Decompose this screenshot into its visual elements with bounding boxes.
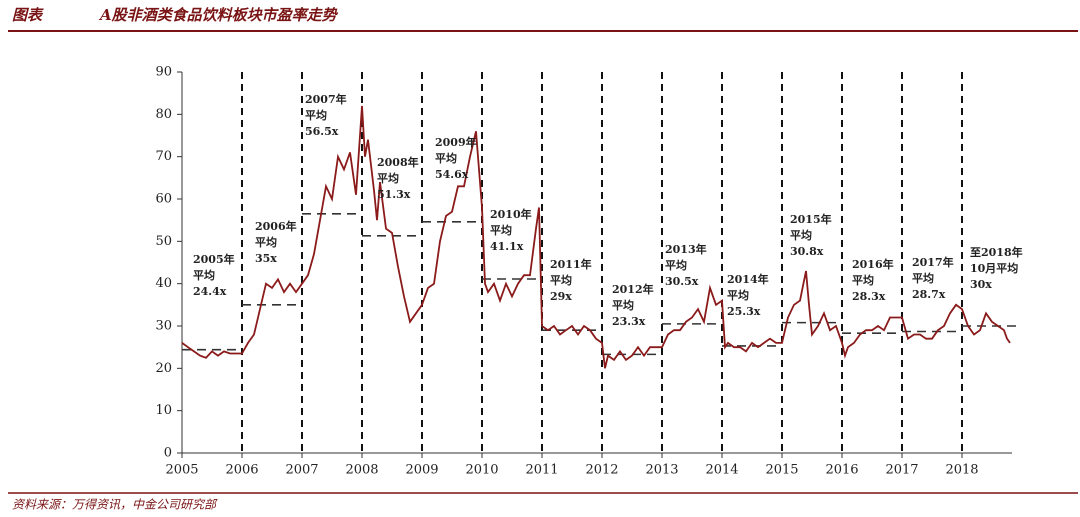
x-tick-label: 2018: [945, 463, 978, 478]
average-label: 平均: [490, 223, 512, 237]
average-label: 2012年: [612, 282, 654, 296]
x-tick-label: 2007: [285, 463, 318, 478]
average-label: 2015年: [790, 212, 832, 226]
average-label: 平均: [550, 273, 572, 287]
average-value: 29x: [550, 290, 572, 303]
average-label: 2010年: [490, 207, 532, 221]
average-value: 41.1x: [490, 240, 524, 253]
y-tick-label: 80: [155, 107, 172, 122]
x-tick-label: 2011: [525, 463, 558, 478]
average-label: 平均: [193, 268, 215, 282]
average-label: 2009年: [435, 135, 477, 149]
average-label: 至2018年: [970, 245, 1023, 259]
average-label: 平均: [435, 151, 457, 165]
average-label: 2017年: [912, 255, 954, 269]
y-tick-label: 60: [155, 192, 172, 207]
average-label: 平均: [852, 273, 874, 287]
average-label: 2006年: [255, 219, 297, 233]
pe-line: [181, 105, 1011, 369]
chart-title: A股非酒类食品饮料板块市盈率走势: [98, 6, 339, 24]
average-label: 平均: [305, 108, 327, 122]
y-tick-label: 30: [155, 319, 172, 334]
average-label: 平均: [727, 288, 749, 302]
y-tick-label: 0: [164, 446, 172, 461]
average-value: 30.8x: [790, 245, 824, 258]
x-tick-label: 2008: [345, 463, 378, 478]
average-label: 2005年: [193, 252, 235, 266]
average-value: 54.6x: [435, 168, 469, 181]
average-label: 2014年: [727, 272, 769, 286]
average-value: 28.3x: [852, 290, 886, 303]
x-tick-label: 2012: [585, 463, 618, 478]
average-label: 2011年: [550, 257, 592, 271]
average-label: 平均: [377, 171, 399, 185]
x-tick-label: 2014: [705, 463, 738, 478]
y-tick-label: 50: [155, 234, 172, 249]
header-label: 图表: [12, 6, 44, 24]
x-tick-label: 2017: [885, 463, 918, 478]
average-value: 30x: [970, 278, 992, 291]
x-tick-label: 2015: [765, 463, 798, 478]
x-tick-label: 2016: [825, 463, 858, 478]
average-value: 51.3x: [377, 188, 411, 201]
x-tick-label: 2013: [645, 463, 678, 478]
x-tick-label: 2006: [225, 463, 258, 478]
average-label: 2013年: [665, 242, 707, 256]
x-tick-label: 2009: [405, 463, 438, 478]
average-value: 25.3x: [727, 305, 761, 318]
y-tick-label: 20: [155, 361, 172, 376]
average-label: 平均: [790, 228, 812, 242]
average-label: 平均: [255, 235, 277, 249]
y-tick-label: 10: [155, 403, 172, 418]
x-tick-label: 2005: [165, 463, 198, 478]
average-value: 56.5x: [305, 125, 339, 138]
average-value: 35x: [255, 252, 277, 265]
average-label: 平均: [912, 271, 934, 285]
y-tick-label: 40: [155, 276, 172, 291]
average-value: 28.7x: [912, 288, 946, 301]
average-value: 30.5x: [665, 275, 699, 288]
y-tick-label: 70: [155, 149, 172, 164]
x-tick-label: 2010: [465, 463, 498, 478]
average-label: 2008年: [377, 155, 419, 169]
average-label: 2007年: [305, 92, 347, 106]
average-value: 24.4x: [193, 285, 227, 298]
average-value: 23.3x: [612, 315, 646, 328]
average-label: 10月平均: [970, 261, 1018, 275]
y-tick-label: 90: [155, 65, 172, 80]
average-label: 平均: [612, 298, 634, 312]
average-label: 平均: [665, 258, 687, 272]
average-label: 2016年: [852, 257, 894, 271]
source: 资料来源：万得资讯，中金公司研究部: [12, 498, 218, 512]
